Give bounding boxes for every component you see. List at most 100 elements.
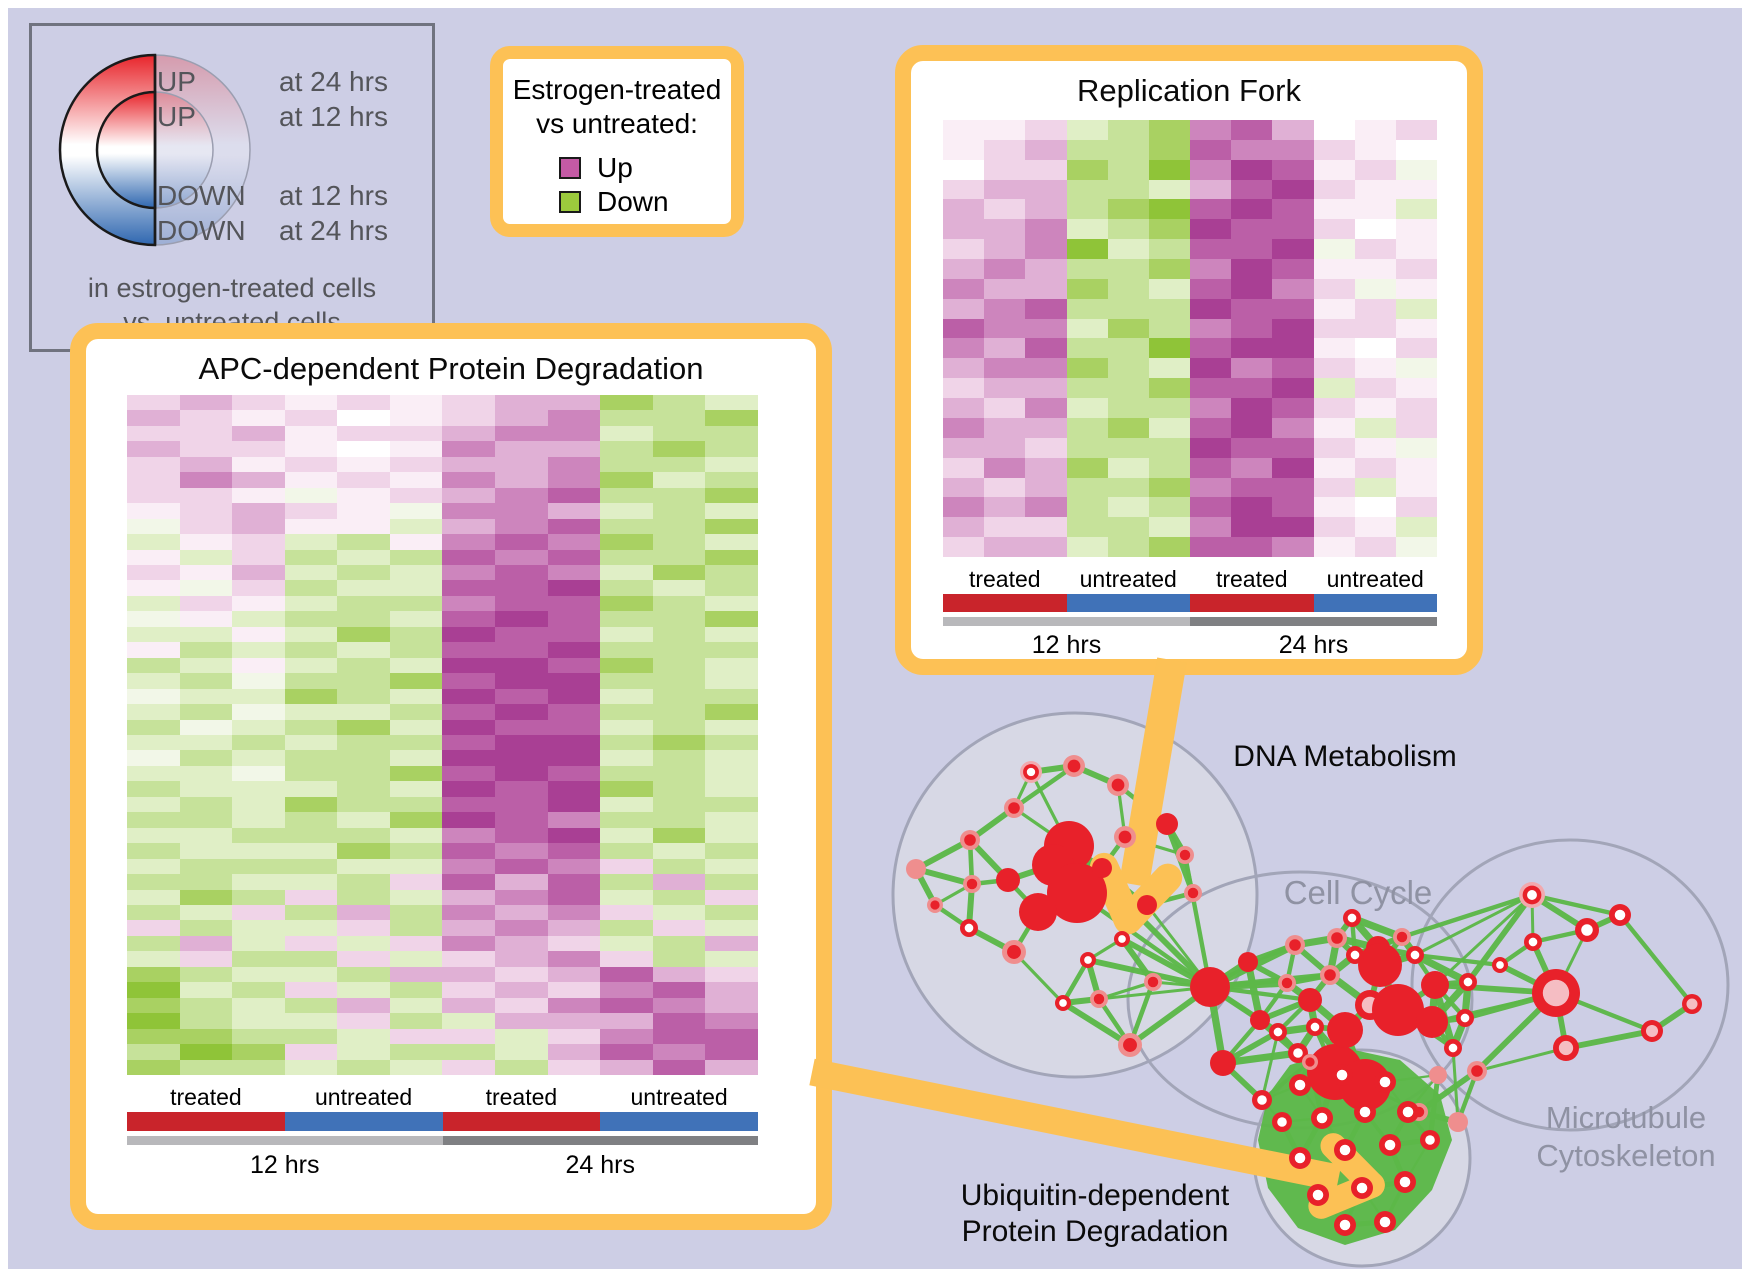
condition-bar-treated xyxy=(1190,594,1314,612)
heatmap-cell xyxy=(284,503,338,519)
heatmap-cell xyxy=(1231,219,1273,240)
heatmap-cell xyxy=(652,874,706,890)
heatmap-cell xyxy=(1190,358,1232,379)
heatmap-cell xyxy=(1313,120,1355,140)
heatmap-cell xyxy=(284,734,338,751)
heatmap-cell xyxy=(232,874,285,890)
heatmap-cell xyxy=(127,673,180,689)
heatmap-cell xyxy=(495,843,548,859)
ubiquitin-label-line1: Ubiquitin-dependent xyxy=(960,1179,1230,1212)
heatmap-cell xyxy=(442,626,496,643)
heatmap-cell xyxy=(652,441,706,457)
heatmap-cell xyxy=(495,688,548,705)
network-node xyxy=(1372,984,1424,1036)
heatmap-cell xyxy=(547,518,601,535)
node-circle xyxy=(1289,939,1301,951)
heatmap-cell xyxy=(1354,139,1396,160)
heatmap-cell xyxy=(1148,259,1190,279)
heatmap-cell xyxy=(1354,537,1396,557)
heatmap-cell xyxy=(984,497,1026,518)
heatmap-cell xyxy=(1231,179,1273,200)
heatmap-cell xyxy=(232,611,285,627)
network-node xyxy=(1374,1071,1396,1093)
heatmap-cell xyxy=(389,704,443,720)
heatmap-cell xyxy=(943,298,985,319)
network-edge xyxy=(1260,1060,1312,1102)
heatmap-cell xyxy=(337,580,390,596)
node-circle xyxy=(1111,778,1125,792)
heatmap-cell xyxy=(547,395,601,411)
heatmap-cell xyxy=(1025,179,1067,200)
heatmap-cell xyxy=(495,904,548,921)
heatmap-cell xyxy=(284,874,338,890)
heatmap-cell xyxy=(389,580,443,596)
heatmap-cell xyxy=(652,410,706,426)
heatmap-cell xyxy=(1190,259,1232,279)
network-edge xyxy=(1097,980,1155,1001)
network-node xyxy=(1269,1023,1287,1041)
heatmap-cell xyxy=(442,688,496,705)
heatmap-cell xyxy=(179,595,233,612)
rf-group-labels: treated untreated treated untreated xyxy=(943,566,1437,593)
heatmap-cell xyxy=(705,827,758,844)
node-circle xyxy=(1281,977,1293,989)
heatmap-cell xyxy=(1148,398,1190,418)
heatmap-cell xyxy=(600,611,653,627)
heatmap-cell xyxy=(1395,259,1437,279)
network-node xyxy=(1289,1147,1311,1169)
heatmap-cell xyxy=(389,395,443,411)
heatmap-cell xyxy=(495,734,548,751)
heatmap-cell xyxy=(337,719,390,735)
heatmap-cell xyxy=(1313,239,1355,260)
heatmap-cell xyxy=(127,1013,180,1029)
network-edge xyxy=(1060,1000,1133,1048)
heatmap-cell xyxy=(389,642,443,658)
heatmap-cell xyxy=(442,966,496,983)
heatmap-cell xyxy=(1025,437,1067,458)
heatmap-cell xyxy=(1231,398,1273,418)
heatmap-cell xyxy=(1190,437,1232,458)
heatmap-cell xyxy=(1313,318,1355,339)
heatmap-cell xyxy=(1066,338,1108,359)
node-circle xyxy=(1396,931,1408,943)
heatmap-cell xyxy=(705,889,758,905)
heatmap-cell xyxy=(495,704,548,720)
heatmap-cell xyxy=(1107,278,1149,299)
heatmap-cell xyxy=(1231,358,1273,379)
heatmap-cell xyxy=(600,765,653,782)
heatmap-cell xyxy=(179,1028,233,1045)
network-node xyxy=(1137,895,1157,915)
heatmap-cell xyxy=(652,997,706,1014)
network-node xyxy=(1210,1050,1236,1076)
heatmap-cell xyxy=(389,564,443,581)
heatmap-cell xyxy=(1395,457,1437,478)
heatmap-cell xyxy=(652,982,706,998)
heatmap-cell xyxy=(389,611,443,627)
replication-fork-panel: Replication Fork treated untreated treat… xyxy=(895,45,1483,675)
heatmap-cell xyxy=(495,410,548,426)
heatmap-cell xyxy=(1272,358,1314,379)
node-circle xyxy=(1399,1176,1411,1188)
heatmap-cell xyxy=(179,889,233,905)
heatmap-cell xyxy=(1066,497,1108,518)
heatmap-cell xyxy=(705,626,758,643)
heatmap-cell xyxy=(284,580,338,596)
heatmap-cell xyxy=(127,997,180,1014)
heatmap-cell xyxy=(652,534,706,550)
node-circle xyxy=(966,878,978,890)
node-circle xyxy=(1448,1112,1468,1132)
node-circle xyxy=(1093,993,1105,1005)
heatmap-cell xyxy=(284,781,338,797)
heatmap-cell xyxy=(389,966,443,983)
heatmap-cell xyxy=(442,874,496,890)
heatmap-cell xyxy=(284,564,338,581)
apc-group-label: treated xyxy=(170,1084,242,1110)
heatmap-cell xyxy=(705,1059,758,1075)
heatmap-cell xyxy=(1354,219,1396,240)
heatmap-cell xyxy=(1107,159,1149,180)
network-node xyxy=(1519,882,1545,908)
heatmap-cell xyxy=(1025,298,1067,319)
network-node xyxy=(1553,1035,1579,1061)
heatmap-cell xyxy=(1025,417,1067,438)
heatmap-cell xyxy=(284,843,338,859)
